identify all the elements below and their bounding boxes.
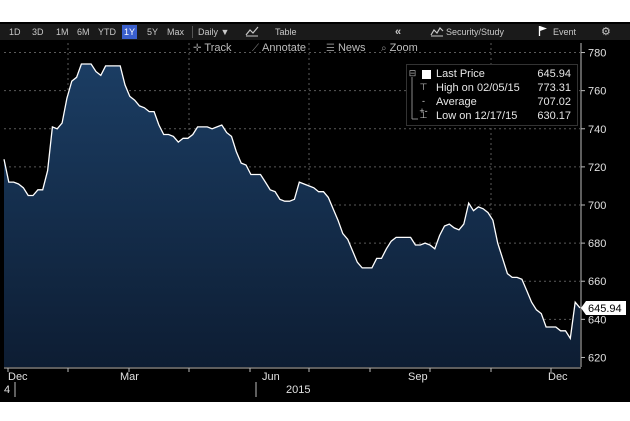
frequency-dropdown[interactable]: Daily ▼ [198, 27, 230, 37]
y-tick-label: 640 [588, 314, 606, 326]
last-price-tag [581, 301, 626, 316]
range-3d-button[interactable]: 3D [32, 27, 44, 37]
x-tick-label: Dec [8, 371, 28, 383]
range-6m-button[interactable]: 6M [77, 27, 90, 37]
news-label: News [337, 42, 366, 54]
zoom-label: Zoom [389, 42, 418, 54]
range-1d-button[interactable]: 1D [9, 27, 21, 37]
magnifier-icon: ⌕ [381, 43, 387, 54]
legend-collapse-icon[interactable]: ⊟ [408, 68, 417, 78]
event-flag-icon[interactable] [538, 25, 548, 39]
price-line [3, 63, 581, 341]
legend-average-label: Average [436, 96, 477, 108]
range-5y-button[interactable]: 5Y [147, 27, 159, 37]
annotate-label: Annotate [262, 42, 307, 54]
y-tick-label: 620 [588, 352, 606, 364]
last-price-tag-label: 645.94 [588, 303, 622, 315]
y-tick-label: 660 [588, 276, 606, 288]
legend-average-value: 707.02 [537, 96, 571, 108]
legend-bracket [411, 77, 418, 120]
news-button[interactable]: ☰ News [326, 41, 365, 55]
high-marker-icon: ⊤ [419, 82, 428, 92]
security-study-button[interactable]: Security/Study [446, 27, 505, 37]
track-button[interactable]: ✛ Track [193, 41, 231, 55]
y-tick-label: 700 [588, 200, 606, 212]
range-ytd-button[interactable]: YTD [98, 27, 116, 37]
event-button[interactable]: Event [553, 27, 577, 37]
toolbar-divider [192, 26, 193, 38]
x-tick-label: Mar [120, 371, 139, 383]
crosshair-icon: ✛ [193, 43, 202, 54]
price-area-fill [4, 64, 580, 367]
range-1m-button[interactable]: 1M [56, 27, 69, 37]
y-tick-label: 780 [588, 48, 606, 60]
x-sub-label: 2015 [286, 384, 310, 396]
last-price-swatch-icon [422, 70, 431, 79]
range-1y-button[interactable]: 1Y [122, 25, 138, 39]
range-max-button[interactable]: Max [167, 27, 185, 37]
x-sub-label: 4 [4, 384, 10, 396]
legend-low-value: 630.17 [537, 110, 571, 122]
x-tick-label: Dec [548, 371, 568, 383]
study-icon[interactable] [430, 25, 444, 39]
legend-low-label: Low on 12/17/15 [436, 110, 518, 122]
y-tick-label: 720 [588, 162, 606, 174]
news-icon: ☰ [326, 43, 335, 54]
line-chart-icon[interactable] [245, 25, 259, 39]
legend-last-price-value: 645.94 [537, 68, 571, 80]
pencil-icon: ⟋ [252, 43, 259, 54]
average-marker-icon: -+- [419, 96, 428, 116]
y-tick-label: 760 [588, 86, 606, 98]
annotate-button[interactable]: ⟋ Annotate [252, 41, 306, 55]
track-label: Track [204, 42, 232, 54]
legend-high-value: 773.31 [537, 82, 571, 94]
x-tick-label: Sep [408, 371, 428, 383]
zoom-button[interactable]: ⌕ Zoom [381, 41, 418, 55]
x-tick-label: Jun [262, 371, 280, 383]
y-tick-label: 680 [588, 238, 606, 250]
legend-last-price-label: Last Price [436, 68, 485, 80]
collapse-icon[interactable]: « [395, 26, 402, 38]
legend-high-label: High on 02/05/15 [436, 82, 520, 94]
settings-gear-icon[interactable]: ⚙ [601, 26, 611, 38]
chart-legend: ⊟ Last Price 645.94 ⊤ High on 02/05/15 7… [406, 64, 578, 126]
low-marker-icon: ⊥ [419, 110, 428, 120]
y-tick-label: 740 [588, 124, 606, 136]
table-button[interactable]: Table [275, 27, 297, 37]
top-toolbar: 1D 3D 1M 6M YTD 1Y 5Y Max Daily ▼ Table … [0, 24, 630, 40]
